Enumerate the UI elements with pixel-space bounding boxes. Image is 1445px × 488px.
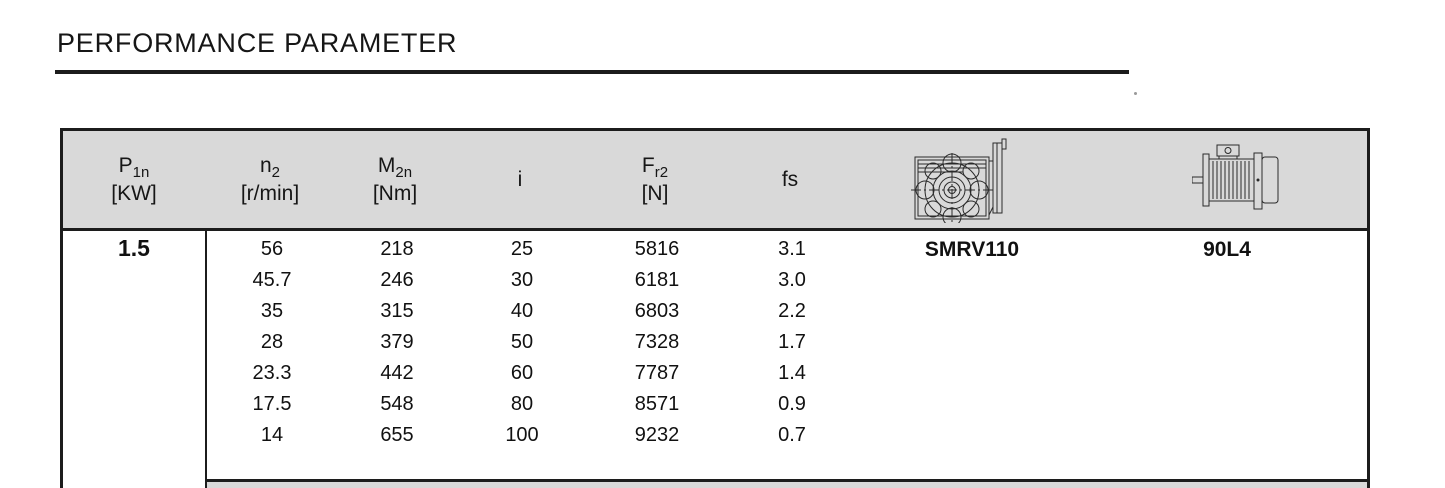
cell-m2n: 218 bbox=[380, 238, 414, 260]
header-ratio-i: i bbox=[517, 168, 523, 191]
gearbox-model: SMRV110 bbox=[924, 238, 1020, 261]
table-header-row: P1n [KW] n2 [r/min] M2n [Nm] i Fr2 [N] f… bbox=[63, 131, 1367, 231]
cell-m2n: 379 bbox=[380, 331, 414, 353]
cell-n2: 14 bbox=[260, 424, 284, 446]
data-rows-box: 56 218 25 5816 3.1 SMRV110 90L4 45.7 246… bbox=[205, 231, 1367, 482]
cell-fr2: 9232 bbox=[634, 424, 680, 446]
header-n2-unit: [r/min] bbox=[240, 182, 300, 206]
title-underline bbox=[55, 70, 1129, 74]
cell-n2: 23.3 bbox=[252, 362, 292, 384]
data-column-area: 56 218 25 5816 3.1 SMRV110 90L4 45.7 246… bbox=[205, 231, 1367, 488]
next-section-strip bbox=[205, 482, 1367, 488]
table-row: 28 379 50 7328 1.7 bbox=[207, 327, 1367, 358]
cell-fs: 1.7 bbox=[778, 331, 806, 353]
header-gearbox-column bbox=[855, 131, 1085, 228]
gearbox-icon bbox=[911, 138, 1007, 223]
cell-i: 80 bbox=[510, 393, 534, 415]
cell-i: 30 bbox=[510, 269, 534, 291]
scan-artifact-dot bbox=[1134, 92, 1137, 95]
cell-n2: 45.7 bbox=[252, 269, 292, 291]
header-p1n-unit: [KW] bbox=[111, 182, 157, 206]
cell-n2: 17.5 bbox=[252, 393, 292, 415]
table-row: 45.7 246 30 6181 3.0 bbox=[207, 265, 1367, 296]
cell-n2: 28 bbox=[260, 331, 284, 353]
cell-i: 40 bbox=[510, 300, 534, 322]
header-fr2-unit: [N] bbox=[641, 182, 669, 206]
table-body: 1.5 56 218 25 5816 3.1 SMRV110 90L4 45.7 bbox=[63, 231, 1367, 488]
cell-fr2: 6181 bbox=[634, 269, 680, 291]
cell-m2n: 315 bbox=[380, 300, 414, 322]
header-fr2: Fr2 [N] bbox=[641, 153, 669, 206]
cell-n2: 56 bbox=[260, 238, 284, 260]
cell-m2n: 442 bbox=[380, 362, 414, 384]
cell-fs: 3.0 bbox=[778, 269, 806, 291]
performance-table: P1n [KW] n2 [r/min] M2n [Nm] i Fr2 [N] f… bbox=[60, 128, 1370, 488]
motor-model: 90L4 bbox=[1203, 238, 1251, 261]
header-motor-column bbox=[1085, 131, 1367, 228]
cell-fs: 3.1 bbox=[778, 238, 806, 260]
header-m2n: M2n [Nm] bbox=[372, 153, 418, 206]
cell-i: 50 bbox=[510, 331, 534, 353]
table-row: 35 315 40 6803 2.2 bbox=[207, 296, 1367, 327]
table-row: 23.3 442 60 7787 1.4 bbox=[207, 358, 1367, 389]
cell-fr2: 7787 bbox=[634, 362, 680, 384]
motor-icon bbox=[1192, 144, 1279, 209]
header-fs: fs bbox=[781, 168, 799, 191]
cell-fr2: 7328 bbox=[634, 331, 680, 353]
header-n2: n2 [r/min] bbox=[240, 153, 300, 206]
cell-fr2: 8571 bbox=[634, 393, 680, 415]
page-title: PERFORMANCE PARAMETER bbox=[57, 28, 458, 58]
header-p1n: P1n [KW] bbox=[111, 153, 157, 206]
cell-i: 25 bbox=[510, 238, 534, 260]
table-row: 17.5 548 80 8571 0.9 bbox=[207, 389, 1367, 420]
header-m2n-unit: [Nm] bbox=[372, 182, 418, 206]
cell-i: 100 bbox=[505, 424, 539, 446]
table-row: 14 655 100 9232 0.7 bbox=[207, 420, 1367, 451]
cell-fs: 0.9 bbox=[778, 393, 806, 415]
table-row: 56 218 25 5816 3.1 SMRV110 90L4 bbox=[207, 234, 1367, 265]
cell-i: 60 bbox=[510, 362, 534, 384]
cell-m2n: 655 bbox=[380, 424, 414, 446]
cell-fs: 2.2 bbox=[778, 300, 806, 322]
p1n-value: 1.5 bbox=[118, 235, 150, 261]
cell-n2: 35 bbox=[260, 300, 284, 322]
cell-fr2: 5816 bbox=[634, 238, 680, 260]
cell-fs: 1.4 bbox=[778, 362, 806, 384]
cell-fr2: 6803 bbox=[634, 300, 680, 322]
cell-m2n: 246 bbox=[380, 269, 414, 291]
cell-m2n: 548 bbox=[380, 393, 414, 415]
cell-fs: 0.7 bbox=[778, 424, 806, 446]
